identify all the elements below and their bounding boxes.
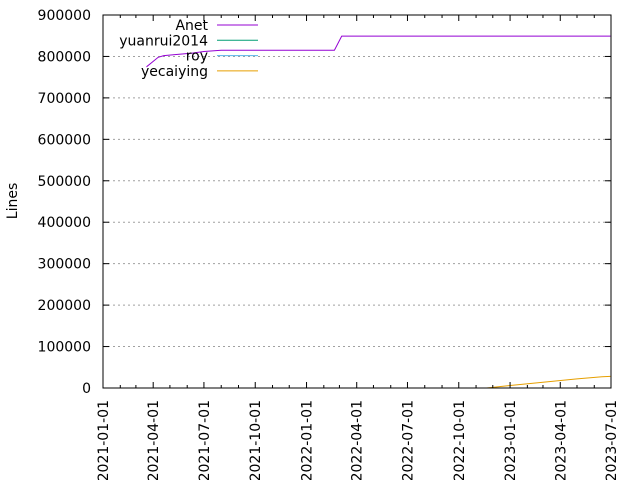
x-tick-label: 2021-10-01 — [248, 400, 264, 480]
x-tick-label: 2022-01-01 — [300, 400, 316, 480]
y-tick-label: 800000 — [38, 49, 91, 65]
axes: 0 100000 200000 300000 400000 500000 600000 700… — [38, 8, 620, 480]
y-tick-label: 400000 — [38, 215, 91, 231]
x-tick-label: 2022-07-01 — [400, 400, 416, 480]
grid-lines — [103, 55, 611, 348]
x-tick-label: 2021-01-01 — [96, 400, 112, 480]
series-lines — [146, 35, 611, 389]
y-axis-label: Lines — [5, 183, 21, 219]
x-tick-label: 2023-04-01 — [553, 400, 569, 480]
x-tick-label: 2023-01-01 — [503, 400, 519, 480]
y-tick-label: 200000 — [38, 298, 91, 314]
series-line-anet — [146, 35, 611, 68]
y-tick-label: 600000 — [38, 132, 91, 148]
y-tick-label: 0 — [82, 381, 91, 397]
y-tick-label: 300000 — [38, 257, 91, 273]
series-line-yecaiying — [486, 375, 611, 389]
x-tick-label: 2021-04-01 — [146, 400, 162, 480]
x-tick-label: 2022-04-01 — [350, 400, 366, 480]
legend-label-yuanrui2014: yuanrui2014 — [119, 33, 208, 49]
x-tick-label: 2022-10-01 — [452, 400, 468, 480]
x-tick-label: 2021-07-01 — [197, 400, 213, 480]
legend-label-anet: Anet — [175, 18, 208, 34]
x-tick-label: 2023-07-01 — [604, 400, 620, 480]
y-tick-label: 900000 — [38, 8, 91, 24]
legend-label-yecaiying: yecaiying — [141, 64, 208, 80]
y-tick-label: 100000 — [38, 340, 91, 356]
y-tick-label: 700000 — [38, 91, 91, 107]
y-tick-label: 500000 — [38, 174, 91, 190]
legend-label-roy: roy — [186, 49, 208, 65]
